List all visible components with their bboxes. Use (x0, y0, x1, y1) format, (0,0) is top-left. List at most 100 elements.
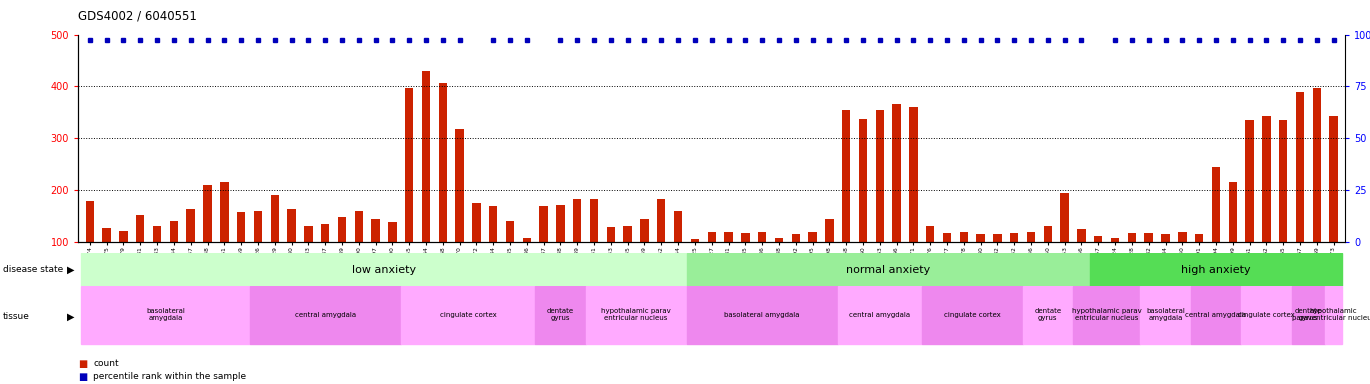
Bar (355, 211, 363, 294)
Text: central amygdala: central amygdala (849, 311, 910, 318)
Bar (103, 228, 111, 294)
Bar (371, 218, 379, 294)
Bar (690, 239, 699, 294)
Text: dentate
gyrus: dentate gyrus (1295, 308, 1322, 321)
Bar (1091, 253, 1343, 286)
Bar (573, 199, 581, 294)
Bar (758, 232, 766, 294)
Bar (943, 233, 951, 294)
Bar (406, 88, 414, 294)
Bar (843, 110, 851, 294)
Bar (1280, 120, 1288, 294)
Text: low anxiety: low anxiety (352, 265, 416, 275)
Bar (253, 211, 262, 294)
Bar (237, 212, 245, 294)
Bar (221, 182, 229, 294)
Bar (1162, 234, 1170, 294)
Bar (926, 227, 934, 294)
Bar (1111, 238, 1119, 294)
Bar (623, 227, 632, 294)
Text: hypothalamic parav
entricular nucleus: hypothalamic parav entricular nucleus (1071, 308, 1141, 321)
Bar (522, 238, 532, 294)
Bar (607, 227, 615, 294)
Bar (119, 231, 127, 294)
Bar (506, 221, 514, 294)
Bar (540, 206, 548, 294)
Bar (473, 203, 481, 294)
Bar (1325, 286, 1343, 344)
Bar (1095, 236, 1103, 294)
Bar (686, 253, 1091, 286)
Text: tissue: tissue (3, 312, 30, 321)
Bar (304, 227, 312, 294)
Bar (536, 286, 585, 344)
Bar (1292, 286, 1325, 344)
Bar (170, 221, 178, 294)
Bar (922, 286, 1022, 344)
Bar (1128, 233, 1136, 294)
Bar (1329, 116, 1337, 294)
Bar (203, 185, 212, 294)
Text: basolateral
amygdala: basolateral amygdala (1147, 308, 1185, 321)
Bar (455, 129, 464, 294)
Bar (993, 234, 1001, 294)
Bar (1077, 229, 1085, 294)
Text: hypothalamic
paraventricular nucleus: hypothalamic paraventricular nucleus (1292, 308, 1370, 321)
Bar (1060, 193, 1069, 294)
Text: ▶: ▶ (67, 312, 74, 322)
Bar (1229, 182, 1237, 294)
Bar (1241, 286, 1292, 344)
Bar (1022, 286, 1073, 344)
Text: disease state: disease state (3, 265, 63, 274)
Bar (388, 222, 396, 294)
Bar (707, 232, 717, 294)
Bar (186, 209, 195, 294)
Text: ■: ■ (78, 372, 88, 382)
Bar (825, 218, 833, 294)
Text: ■: ■ (78, 359, 88, 369)
Bar (1044, 227, 1052, 294)
Bar (725, 232, 733, 294)
Bar (1195, 234, 1203, 294)
Bar (585, 286, 686, 344)
Bar (590, 199, 599, 294)
Bar (859, 119, 867, 294)
Bar (136, 215, 144, 294)
Text: normal anxiety: normal anxiety (847, 265, 930, 275)
Bar (401, 286, 536, 344)
Bar (977, 234, 985, 294)
Bar (808, 232, 817, 294)
Bar (338, 217, 347, 294)
Text: GDS4002 / 6040551: GDS4002 / 6040551 (78, 10, 197, 23)
Bar (1010, 233, 1018, 294)
Bar (792, 234, 800, 294)
Text: cingulate cortex: cingulate cortex (440, 311, 496, 318)
Bar (1178, 232, 1186, 294)
Bar (838, 286, 922, 344)
Bar (1262, 116, 1270, 294)
Bar (1296, 92, 1304, 294)
Bar (910, 107, 918, 294)
Text: cingulate cortex: cingulate cortex (944, 311, 1000, 318)
Bar (270, 195, 279, 294)
Text: basolateral amygdala: basolateral amygdala (725, 311, 800, 318)
Text: percentile rank within the sample: percentile rank within the sample (93, 372, 247, 381)
Text: cingulate cortex: cingulate cortex (1238, 311, 1295, 318)
Bar (775, 238, 784, 294)
Text: ▶: ▶ (67, 265, 74, 275)
Bar (875, 110, 884, 294)
Bar (1245, 120, 1254, 294)
Text: central amygdala: central amygdala (295, 311, 356, 318)
Bar (1312, 88, 1321, 294)
Text: central amygdala: central amygdala (1185, 311, 1247, 318)
Bar (249, 286, 401, 344)
Bar (153, 227, 162, 294)
Bar (658, 199, 666, 294)
Bar (556, 205, 564, 294)
Text: hypothalamic parav
entricular nucleus: hypothalamic parav entricular nucleus (601, 308, 671, 321)
Bar (1191, 286, 1241, 344)
Bar (288, 209, 296, 294)
Text: dentate
gyrus: dentate gyrus (1034, 308, 1062, 321)
Bar (1073, 286, 1140, 344)
Text: dentate
gyrus: dentate gyrus (547, 308, 574, 321)
